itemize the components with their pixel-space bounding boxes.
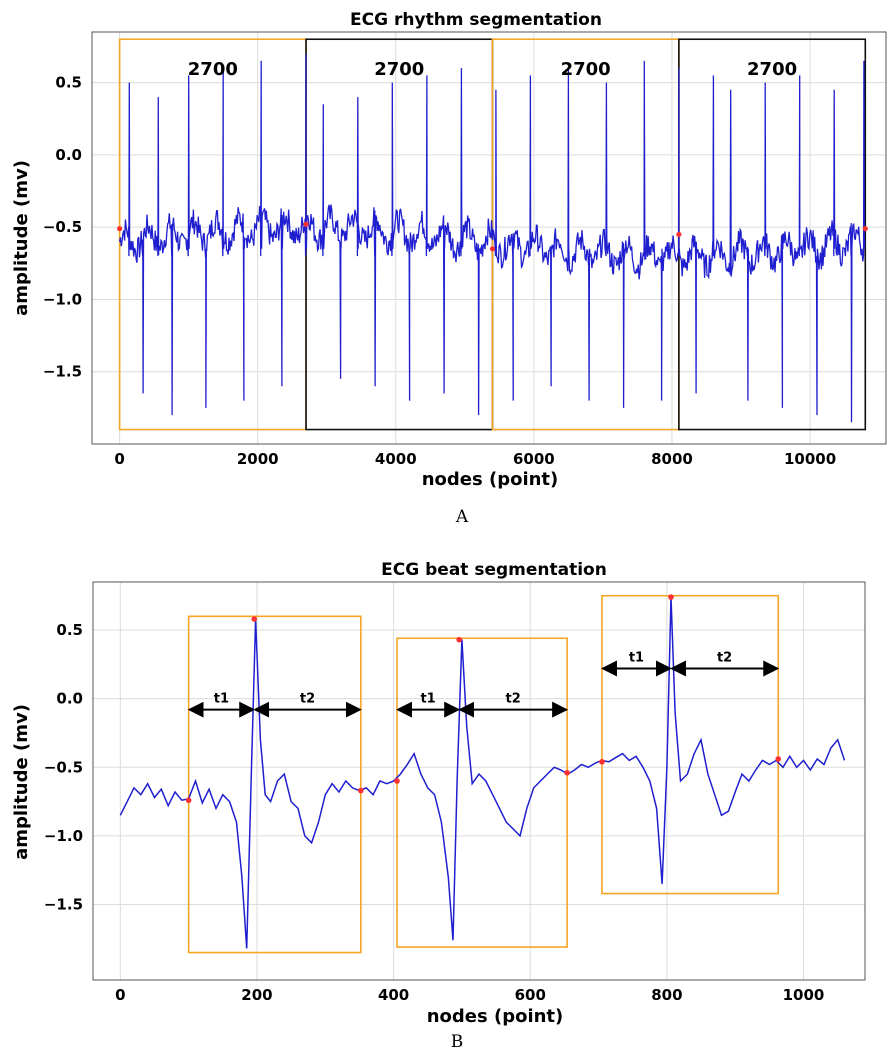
segment-marker <box>489 246 496 252</box>
x-tick-label: 10000 <box>784 450 836 468</box>
y-tick-label: −1.0 <box>43 290 82 308</box>
beat-marker <box>668 594 674 600</box>
beat-marker <box>251 616 258 622</box>
chart-title: ECG beat segmentation <box>381 560 607 580</box>
beat-boxes <box>187 594 780 954</box>
x-tick-label: 0 <box>114 450 124 468</box>
x-tick-label: 800 <box>651 986 682 1004</box>
beat-marker <box>564 769 570 776</box>
y-tick-labels: 0.5 0.0 −0.5 −1.0 −1.5 <box>43 74 82 381</box>
y-axis-label: amplitude (mv) <box>11 160 32 316</box>
chart-title: ECG rhythm segmentation <box>350 10 602 30</box>
segment-markers <box>117 221 868 252</box>
segment-box <box>491 38 680 431</box>
ecg-signal-line <box>119 597 846 949</box>
x-tick-label: 0 <box>115 986 125 1004</box>
beat-markers <box>185 594 782 804</box>
segment-box <box>305 38 494 431</box>
y-tick-label: −0.5 <box>44 758 83 776</box>
x-tick-label: 400 <box>378 986 409 1004</box>
beat-marker <box>394 778 400 784</box>
beat-marker <box>358 787 364 794</box>
x-axis-label: nodes (point) <box>427 1006 564 1027</box>
grid <box>93 582 865 980</box>
y-tick-label: 0.0 <box>56 690 83 708</box>
y-tick-label: −1.0 <box>44 827 83 845</box>
interval-label: t1 <box>214 692 229 707</box>
interval-label: t2 <box>506 692 521 707</box>
y-tick-label: 0.0 <box>55 146 82 164</box>
beat-marker <box>456 636 462 643</box>
panel-label-b: B <box>451 1032 464 1052</box>
beat-segmentation-chart: ECG beat segmentation t1 t2 t1 t2 t1 t2 0 200 4… <box>11 560 866 1052</box>
segment-label: 2700 <box>747 59 797 80</box>
segment-marker <box>303 221 309 227</box>
segment-box <box>678 38 867 431</box>
x-axis-label: nodes (point) <box>422 469 559 490</box>
beat-marker <box>775 756 782 762</box>
segment-labels: 2700 2700 2700 2700 <box>188 59 797 80</box>
x-tick-label: 600 <box>515 986 546 1004</box>
interval-label: t2 <box>717 650 732 665</box>
beat-box <box>396 637 568 948</box>
segment-marker <box>117 226 123 232</box>
beat-marker <box>599 758 605 765</box>
x-tick-label: 200 <box>241 986 272 1004</box>
x-tick-label: 8000 <box>651 450 693 468</box>
y-tick-label: 0.5 <box>55 74 82 92</box>
panel-label-a: A <box>455 507 469 527</box>
segment-label: 2700 <box>561 59 611 80</box>
x-tick-labels: 0 200 400 600 800 1000 <box>115 986 824 1004</box>
rhythm-segmentation-chart: ECG rhythm segmentation 2700 2700 2700 2700… <box>11 10 887 527</box>
interval-label: t1 <box>420 692 435 707</box>
segment-label: 2700 <box>188 59 238 80</box>
ecg-signal-line <box>118 53 866 423</box>
beat-box <box>601 594 780 895</box>
beat-box <box>187 615 362 954</box>
x-tick-labels: 0 2000 4000 6000 8000 10000 <box>114 450 836 468</box>
x-tick-label: 6000 <box>513 450 555 468</box>
plot-frame <box>91 31 887 445</box>
segment-label: 2700 <box>374 59 424 80</box>
y-tick-label: 0.5 <box>56 621 83 639</box>
y-tick-label: −1.5 <box>44 896 83 914</box>
beat-marker <box>185 797 192 804</box>
y-tick-labels: 0.5 0.0 −0.5 −1.0 −1.5 <box>44 621 83 913</box>
interval-arrows: t1 t2 t1 t2 t1 t2 <box>187 650 780 718</box>
x-tick-label: 4000 <box>375 450 417 468</box>
plot-frame <box>92 581 866 981</box>
y-tick-label: −0.5 <box>43 218 82 236</box>
x-tick-label: 1000 <box>783 986 825 1004</box>
segment-marker <box>676 231 682 237</box>
segment-marker <box>862 226 868 232</box>
x-tick-label: 2000 <box>237 450 279 468</box>
y-tick-label: −1.5 <box>43 363 82 381</box>
interval-label: t2 <box>300 692 315 707</box>
y-axis-label: amplitude (mv) <box>11 704 32 860</box>
interval-label: t1 <box>629 650 644 665</box>
